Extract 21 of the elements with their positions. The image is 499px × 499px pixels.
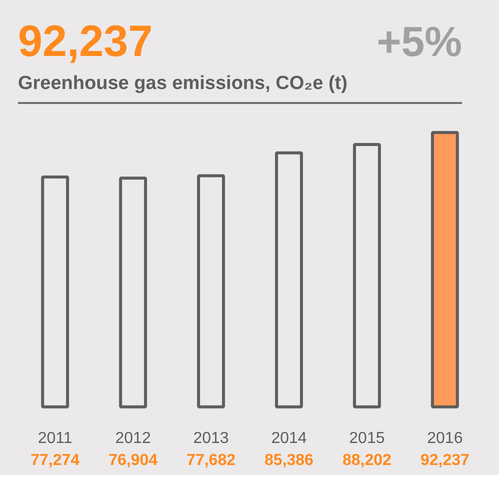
x-tick-label: 2014	[271, 430, 307, 447]
data-label: 92,237	[420, 452, 470, 469]
bar	[119, 176, 148, 408]
x-tick-label: 2012	[115, 430, 151, 447]
bar	[430, 130, 459, 408]
bar	[41, 175, 70, 408]
chart-title: 92,237	[18, 17, 153, 66]
data-label: 85,386	[264, 452, 314, 469]
text: +5%	[376, 18, 462, 66]
bar	[352, 142, 381, 408]
x-tick-label: 2015	[349, 430, 385, 447]
data-label: 77,274	[30, 452, 80, 469]
bar	[197, 174, 225, 408]
x-tick-label: 2013	[193, 430, 229, 447]
data-label: 76,904	[108, 452, 158, 469]
data-label: 88,202	[342, 452, 392, 469]
data-label: 77,682	[186, 452, 236, 469]
bar	[275, 151, 303, 408]
x-tick-label: 2011	[38, 430, 72, 447]
x-tick-label: 2016	[427, 430, 463, 447]
chart-subtitle: Greenhouse gas emissions, CO₂e (t)	[18, 66, 462, 104]
